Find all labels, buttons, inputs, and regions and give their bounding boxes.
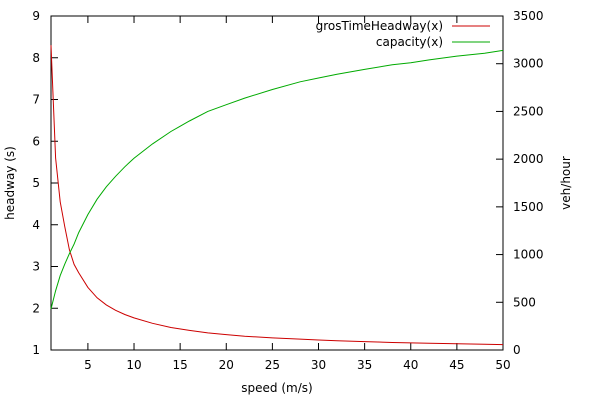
y-left-tick-label: 2: [32, 301, 40, 315]
y-right-axis-label: veh/hour: [559, 156, 573, 210]
y-right-tick-label: 2500: [513, 104, 544, 118]
y-left-tick-label: 7: [32, 93, 40, 107]
y-left-tick-label: 1: [32, 343, 40, 357]
series-lines: [50, 45, 504, 346]
x-tick-label: 50: [495, 358, 510, 372]
y-right-tick-label: 1500: [513, 200, 544, 214]
series-line-grostimeheadway-x-: [50, 45, 504, 346]
y-left-tick-label: 8: [32, 51, 40, 65]
x-tick-label: 30: [311, 358, 326, 372]
x-tick-label: 20: [219, 358, 234, 372]
x-tick-label: 45: [449, 358, 464, 372]
y-right-tick-label: 500: [513, 295, 536, 309]
series-line-capacity-x-: [50, 49, 504, 310]
x-tick-label: 5: [84, 358, 92, 372]
x-tick-label: 10: [126, 358, 141, 372]
axis-ticks: 5 10 15 20 25 30 35 40 45 50123456789050010001500…: [32, 9, 543, 372]
y-right-tick-label: 0: [513, 343, 521, 357]
legend: grosTimeHeadway(x) capacity(x): [316, 19, 490, 49]
y-right-tick-label: 1000: [513, 248, 544, 262]
y-left-axis-label: headway (s): [3, 146, 17, 220]
y-right-tick-label: 2000: [513, 152, 544, 166]
y-right-tick-label: 3500: [513, 9, 544, 23]
y-left-tick-label: 4: [32, 218, 40, 232]
x-tick-label: 25: [265, 358, 280, 372]
x-axis-label: speed (m/s): [241, 381, 312, 395]
y-left-tick-label: 5: [32, 176, 40, 190]
plot-frame: [50, 15, 504, 351]
y-left-tick-label: 3: [32, 260, 40, 274]
y-left-tick-label: 9: [32, 9, 40, 23]
y-left-tick-label: 6: [32, 134, 40, 148]
x-tick-label: 35: [357, 358, 372, 372]
x-tick-label: 15: [173, 358, 188, 372]
legend-label: capacity(x): [376, 35, 443, 49]
x-tick-label: 40: [403, 358, 418, 372]
legend-label: grosTimeHeadway(x): [316, 19, 443, 33]
y-right-tick-label: 3000: [513, 57, 544, 71]
